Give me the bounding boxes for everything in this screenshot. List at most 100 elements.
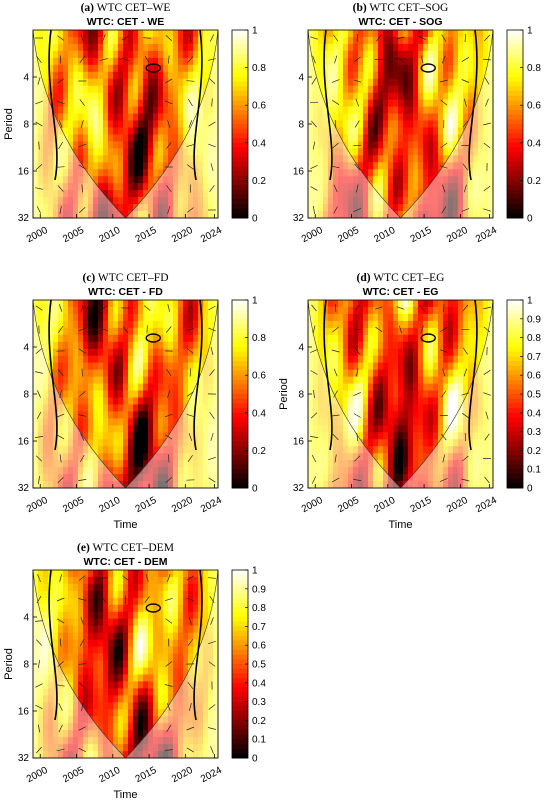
heatmap-cell xyxy=(358,369,364,377)
x-tick-label: 2000 xyxy=(300,495,325,515)
heatmap-cell xyxy=(193,369,199,377)
heatmap-cell xyxy=(338,85,344,94)
heatmap-cell xyxy=(358,64,364,73)
heatmap-cell xyxy=(403,155,409,163)
heatmap-cell xyxy=(378,369,384,377)
heatmap-cell xyxy=(53,632,59,641)
heatmap-cell xyxy=(173,446,179,454)
heatmap-cell xyxy=(368,36,374,45)
heatmap-cell xyxy=(213,446,219,454)
heatmap-cell xyxy=(373,313,379,322)
colorbar-tick-label: 0.8 xyxy=(252,333,266,344)
heatmap-cell xyxy=(438,397,444,405)
colorbar-step xyxy=(507,91,523,97)
heatmap-cell xyxy=(93,570,99,578)
heatmap-cell xyxy=(93,204,99,212)
heatmap-cell xyxy=(123,327,129,336)
heatmap-cell xyxy=(333,99,339,107)
heatmap-cell xyxy=(378,43,384,52)
phase-arrow xyxy=(35,455,43,462)
heatmap-cell xyxy=(78,106,84,114)
heatmap-cell xyxy=(43,327,49,336)
heatmap-cell xyxy=(448,190,454,198)
heatmap-cell xyxy=(368,30,374,38)
colorbar-step xyxy=(232,213,248,219)
heatmap-cell xyxy=(153,127,159,135)
heatmap-cell xyxy=(203,341,209,350)
heatmap-cell xyxy=(68,446,74,454)
heatmap-cell xyxy=(338,71,344,80)
colorbar-step xyxy=(507,300,523,306)
heatmap-cell xyxy=(473,106,479,114)
x-axis-label: Time xyxy=(113,519,137,531)
heatmap-cell xyxy=(353,334,359,343)
heatmap-cell xyxy=(38,730,44,738)
heatmap-cell xyxy=(443,341,449,350)
heatmap-cell xyxy=(43,723,49,731)
heatmap-cell xyxy=(83,320,89,329)
heatmap-cell xyxy=(158,148,164,156)
heatmap-cell xyxy=(58,576,64,585)
heatmap-cell xyxy=(58,439,64,447)
heatmap-cell xyxy=(138,204,144,212)
heatmap-cell xyxy=(323,155,329,163)
heatmap-cell xyxy=(88,439,94,447)
heatmap-cell xyxy=(203,327,209,336)
heatmap-cell xyxy=(178,467,184,475)
significance-contour-left xyxy=(48,29,58,181)
heatmap-cell xyxy=(428,169,434,177)
heatmap-cell xyxy=(453,341,459,350)
heatmap-cell xyxy=(58,300,64,308)
heatmap-cell xyxy=(448,36,454,45)
heatmap-cell xyxy=(48,611,54,620)
heatmap-cell xyxy=(153,439,159,447)
heatmap-cell xyxy=(183,78,189,87)
heatmap-cell xyxy=(348,390,354,398)
heatmap-cell xyxy=(68,148,74,156)
heatmap-cell xyxy=(118,306,124,315)
heatmap-cell xyxy=(413,397,419,405)
heatmap-cell xyxy=(353,390,359,398)
heatmap-cell xyxy=(128,190,134,198)
heatmap-cell xyxy=(63,716,69,724)
heatmap-cell xyxy=(463,57,469,66)
heatmap-cell xyxy=(163,78,169,87)
heatmap-cell xyxy=(428,453,434,461)
heatmap-cell xyxy=(118,78,124,87)
heatmap-cell xyxy=(83,681,89,689)
significance-contour-right xyxy=(193,29,203,181)
heatmap-cell xyxy=(488,376,494,384)
heatmap-cell xyxy=(338,162,344,170)
heatmap-cell xyxy=(148,71,154,80)
heatmap-cell xyxy=(478,120,484,128)
heatmap-cell xyxy=(398,355,404,364)
heatmap-cell xyxy=(423,313,429,322)
heatmap-cell xyxy=(488,460,494,468)
heatmap-cell xyxy=(33,211,39,219)
heatmap-cell xyxy=(68,78,74,87)
colorbar-step xyxy=(232,161,248,167)
heatmap-cell xyxy=(78,141,84,149)
heatmap-cell xyxy=(488,78,494,87)
heatmap-cell xyxy=(338,327,344,336)
heatmap-cell xyxy=(328,92,334,101)
heatmap-cell xyxy=(68,71,74,80)
heatmap-cell xyxy=(33,583,39,592)
heatmap-cell xyxy=(153,197,159,205)
heatmap-cell xyxy=(168,432,174,440)
phase-arrow xyxy=(186,413,195,418)
heatmap-cell xyxy=(213,467,219,475)
heatmap-cell xyxy=(43,78,49,87)
heatmap-cell xyxy=(73,702,79,710)
heatmap-cell xyxy=(33,474,39,482)
heatmap-cell xyxy=(158,30,164,38)
heatmap-cell xyxy=(433,127,439,135)
heatmap-cell xyxy=(363,439,369,447)
heatmap-cell xyxy=(88,320,94,329)
heatmap-cell xyxy=(308,71,314,80)
heatmap-cell xyxy=(68,300,74,308)
heatmap-cell xyxy=(478,425,484,433)
colorbar-step xyxy=(232,445,248,451)
heatmap-cell xyxy=(328,50,334,59)
